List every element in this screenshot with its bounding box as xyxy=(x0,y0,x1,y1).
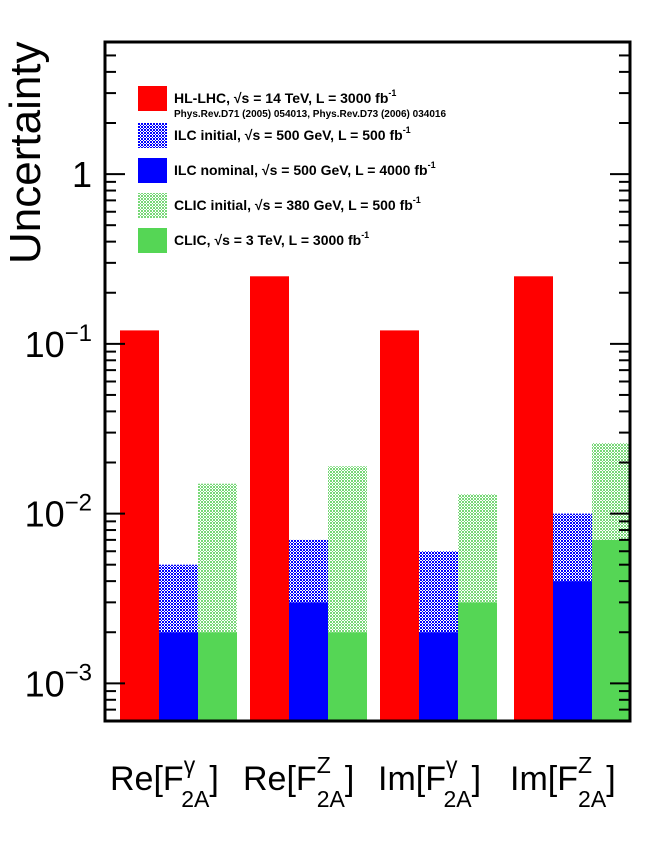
legend-swatch-0 xyxy=(138,86,167,111)
legend: HL-LHC, √s = 14 TeV, L = 3000 fb-1 Phys.R… xyxy=(138,86,446,253)
bar-ilc-cat2-nominal xyxy=(419,632,458,721)
plot-frame xyxy=(103,40,632,723)
legend-label-1: ILC initial, √s = 500 GeV, L = 500 fb-1 xyxy=(174,125,411,143)
legend-label-3: CLIC initial, √s = 380 GeV, L = 500 fb-1 xyxy=(174,195,421,213)
y-tick-label: 10−1 xyxy=(25,320,92,365)
y-tick-label: 10−2 xyxy=(25,490,92,535)
bar-hl-lhc-cat2-nominal xyxy=(380,330,419,721)
bar-clic-cat2-nominal xyxy=(458,602,497,721)
legend-reference-note: Phys.Rev.D71 (2005) 054013, Phys.Rev.D73… xyxy=(174,109,446,120)
y-ticks: 1 10−1 10−2 10−3 xyxy=(25,41,630,722)
x-category-label-0: Re[Fγ 2A] xyxy=(110,752,219,812)
bar-ilc-cat1-nominal xyxy=(289,602,328,721)
x-category-label-2: Im[Fγ 2A] xyxy=(378,752,481,812)
bar-hl-lhc-cat0-nominal xyxy=(120,330,159,721)
x-category-label-1: Re[FZ 2A] xyxy=(243,752,354,812)
legend-swatch-2 xyxy=(138,158,167,183)
bars-layer xyxy=(120,276,631,721)
legend-label-4: CLIC, √s = 3 TeV, L = 3000 fb-1 xyxy=(174,230,369,248)
bar-clic-cat0-nominal xyxy=(198,632,237,721)
bar-hl-lhc-cat1-nominal xyxy=(250,276,289,721)
bar-ilc-cat3-nominal xyxy=(553,581,592,721)
bar-clic-cat1-nominal xyxy=(328,632,367,721)
y-axis-label: Uncertainty xyxy=(1,41,50,264)
legend-swatch-3 xyxy=(138,193,167,218)
legend-swatch-4 xyxy=(138,228,167,253)
legend-label-0: HL-LHC, √s = 14 TeV, L = 3000 fb-1 xyxy=(174,88,396,106)
legend-swatch-1 xyxy=(138,123,167,148)
legend-label-2: ILC nominal, √s = 500 GeV, L = 4000 fb-1 xyxy=(174,160,436,178)
bar-hl-lhc-cat3-nominal xyxy=(514,276,553,721)
y-tick-label: 10−3 xyxy=(25,659,92,704)
bar-ilc-cat0-nominal xyxy=(159,632,198,721)
x-category-label-3: Im[FZ 2A] xyxy=(510,752,616,812)
y-tick-label: 1 xyxy=(72,154,92,195)
bar-clic-cat3-nominal xyxy=(592,539,631,721)
x-category-labels: Re[Fγ 2A] Re[FZ 2A] Im[Fγ 2A] Im[FZ 2A] xyxy=(110,752,616,812)
